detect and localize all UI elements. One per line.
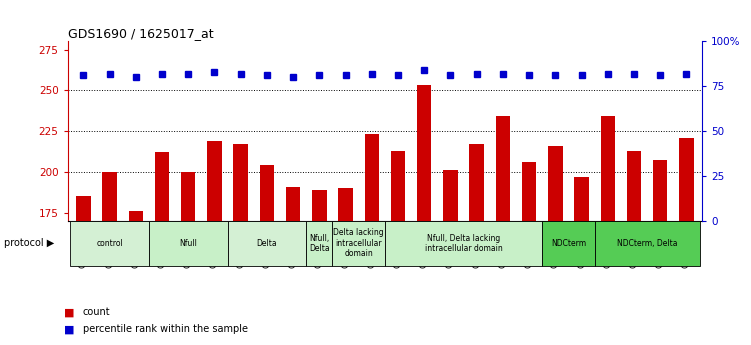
Bar	[548, 146, 562, 221]
Bar	[391, 151, 406, 221]
Bar	[575, 177, 589, 221]
Bar	[181, 172, 195, 221]
Text: Nfull, Delta lacking
intracellular domain: Nfull, Delta lacking intracellular domai…	[424, 234, 502, 253]
Bar	[679, 138, 694, 221]
Text: count: count	[83, 307, 110, 317]
Text: NDCterm, Delta: NDCterm, Delta	[617, 239, 677, 248]
Text: Nfull: Nfull	[179, 239, 198, 248]
Bar	[339, 188, 353, 221]
Text: GDS1690 / 1625017_at: GDS1690 / 1625017_at	[68, 27, 213, 40]
Bar	[496, 116, 510, 221]
Bar	[627, 151, 641, 221]
Bar	[228, 221, 306, 266]
Bar	[443, 170, 457, 221]
Bar	[601, 116, 615, 221]
Text: ■: ■	[64, 307, 74, 317]
Bar	[306, 221, 333, 266]
Bar	[155, 152, 169, 221]
Bar	[128, 211, 143, 221]
Text: Nfull,
Delta: Nfull, Delta	[309, 234, 330, 253]
Text: protocol ▶: protocol ▶	[4, 238, 54, 248]
Bar	[312, 190, 327, 221]
Bar	[595, 221, 700, 266]
Text: ■: ■	[64, 325, 74, 334]
Bar	[149, 221, 228, 266]
Bar	[469, 144, 484, 221]
Bar	[234, 144, 248, 221]
Bar	[417, 86, 431, 221]
Bar	[385, 221, 542, 266]
Bar	[333, 221, 385, 266]
Text: control: control	[96, 239, 123, 248]
Bar	[207, 141, 222, 221]
Bar	[70, 221, 149, 266]
Bar	[260, 165, 274, 221]
Bar	[364, 134, 379, 221]
Text: Delta lacking
intracellular
domain: Delta lacking intracellular domain	[333, 228, 384, 258]
Bar	[76, 196, 91, 221]
Bar	[102, 172, 116, 221]
Text: percentile rank within the sample: percentile rank within the sample	[83, 325, 248, 334]
Bar	[286, 187, 300, 221]
Text: Delta: Delta	[257, 239, 277, 248]
Bar	[542, 221, 595, 266]
Bar	[522, 162, 536, 221]
Bar	[653, 160, 668, 221]
Text: NDCterm: NDCterm	[551, 239, 586, 248]
